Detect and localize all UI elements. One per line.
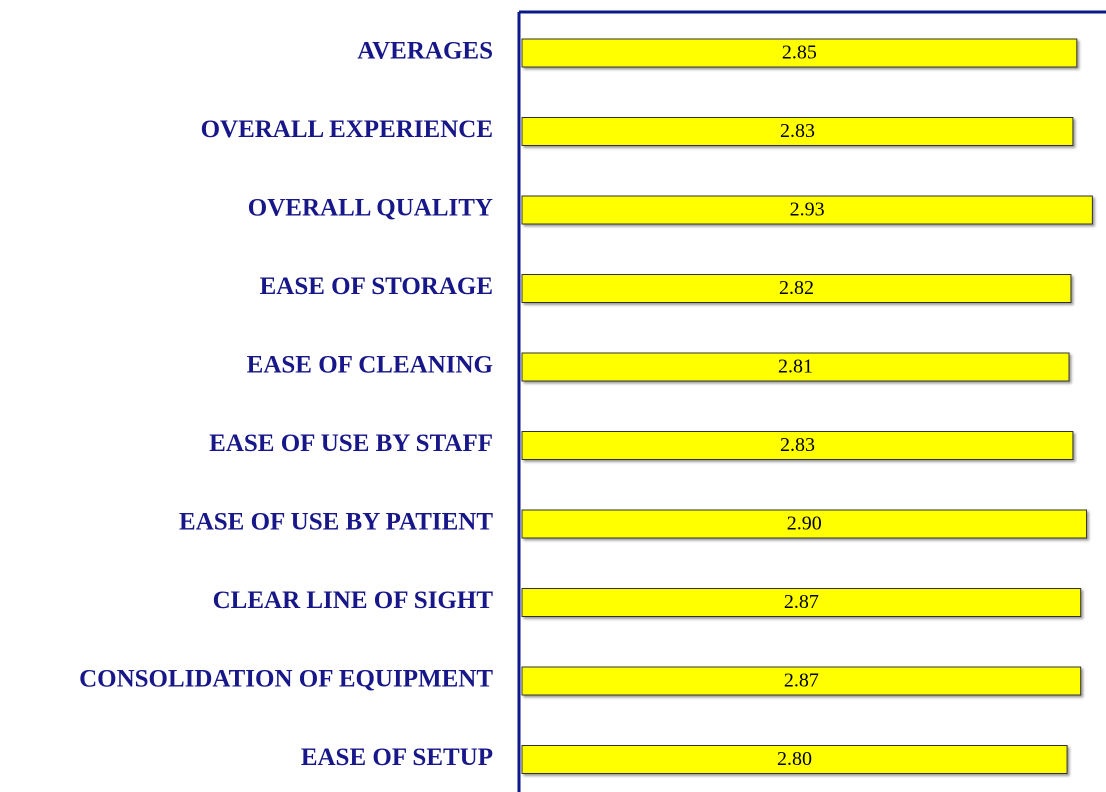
category-label: OVERALL EXPERIENCE [201,116,493,143]
category-label: AVERAGES [357,38,493,65]
value-label: 2.80 [777,748,812,770]
value-label: 2.93 [790,199,825,221]
bar [521,274,1072,303]
bar [521,666,1082,696]
category-label: EASE OF USE BY STAFF [209,430,493,457]
value-label: 2.82 [779,277,814,299]
category-label: EASE OF USE BY PATIENT [179,509,493,536]
bar [521,588,1082,617]
value-label: 2.90 [787,513,822,535]
value-label: 2.87 [784,670,819,692]
category-label: CONSOLIDATION OF EQUIPMENT [79,666,493,693]
value-label: 2.87 [784,591,819,613]
value-label: 2.83 [780,434,815,456]
bar [521,38,1078,68]
bar [521,352,1070,382]
value-label: 2.83 [780,120,815,142]
category-label: OVERALL QUALITY [248,195,493,222]
bar [521,117,1074,146]
value-label: 2.85 [782,42,817,64]
bar [521,431,1074,460]
bar [521,745,1068,774]
category-label: EASE OF SETUP [301,744,493,771]
category-label: EASE OF STORAGE [260,273,493,300]
category-label: CLEAR LINE OF SIGHT [213,587,494,614]
bar [521,509,1088,539]
category-label: EASE OF CLEANING [247,352,493,379]
bar [521,195,1093,225]
value-label: 2.81 [778,356,813,378]
